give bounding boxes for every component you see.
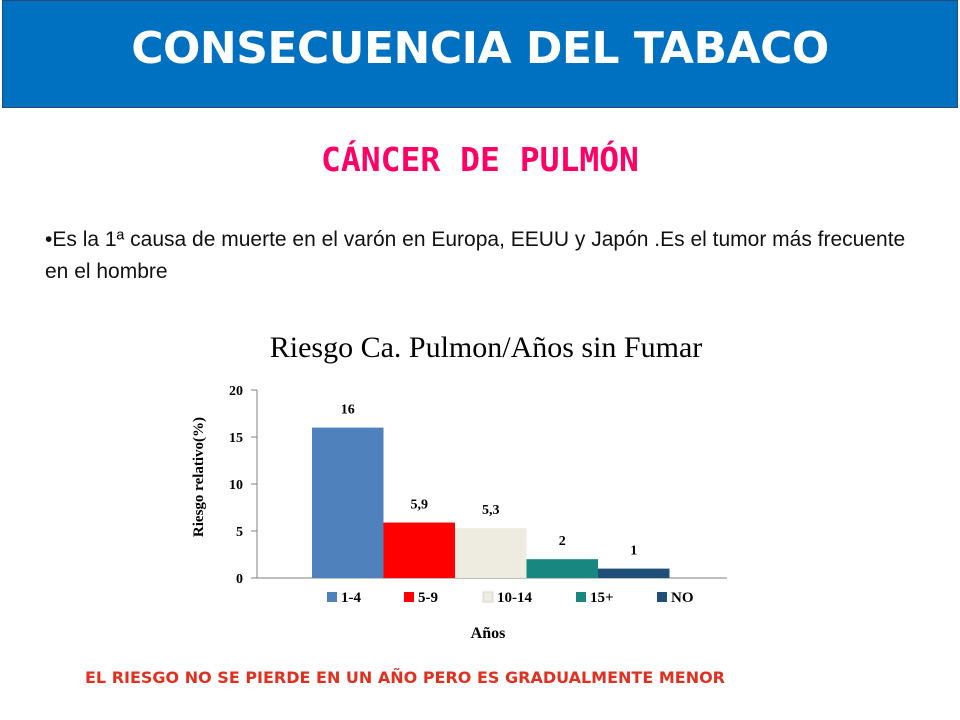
footer-note: EL RIESGO NO SE PIERDE EN UN AÑO PERO ES… (85, 668, 725, 687)
legend-swatch (576, 592, 586, 602)
legend-swatch (482, 591, 494, 603)
bar-10-14 (455, 528, 527, 578)
legend-swatch (404, 592, 414, 602)
chart-title: Riesgo Ca. Pulmon/Años sin Fumar (270, 331, 703, 364)
legend-label: 1-4 (341, 590, 361, 606)
bars: 16 5,9 5,3 2 1 (312, 403, 670, 578)
y-tick-label: 15 (229, 431, 243, 446)
data-label: 5,9 (411, 498, 429, 513)
legend: 1-4 5-9 10-14 15+ NO (327, 590, 694, 606)
legend-swatch (657, 592, 667, 602)
bar-15- (526, 559, 598, 578)
data-label: 1 (630, 544, 637, 559)
y-tick-label: 5 (236, 525, 243, 540)
bar-5-9 (383, 522, 455, 578)
title-banner: CONSECUENCIA DEL TABACO (2, 0, 958, 108)
y-tick-label: 20 (229, 384, 243, 399)
legend-label: NO (671, 590, 694, 606)
data-label: 2 (559, 534, 566, 549)
slide-title: CONSECUENCIA DEL TABACO (131, 23, 829, 74)
y-tick-label: 0 (236, 572, 243, 587)
bullet-text: •Es la 1ª causa de muerte en el varón en… (45, 228, 906, 283)
data-label: 16 (341, 403, 355, 418)
y-axis-label: Riesgo relativo(%) (191, 417, 207, 537)
y-tick-label: 10 (229, 478, 243, 493)
legend-label: 10-14 (497, 590, 532, 606)
bar-1-4 (312, 427, 384, 578)
bar-no (598, 568, 670, 578)
legend-label: 5-9 (418, 590, 438, 606)
legend-label: 15+ (590, 590, 614, 606)
legend-swatch (327, 592, 337, 602)
x-axis-label: Años (471, 625, 506, 642)
slide-subtitle: CÁNCER DE PULMÓN (321, 140, 639, 179)
data-label: 5,3 (482, 503, 500, 518)
